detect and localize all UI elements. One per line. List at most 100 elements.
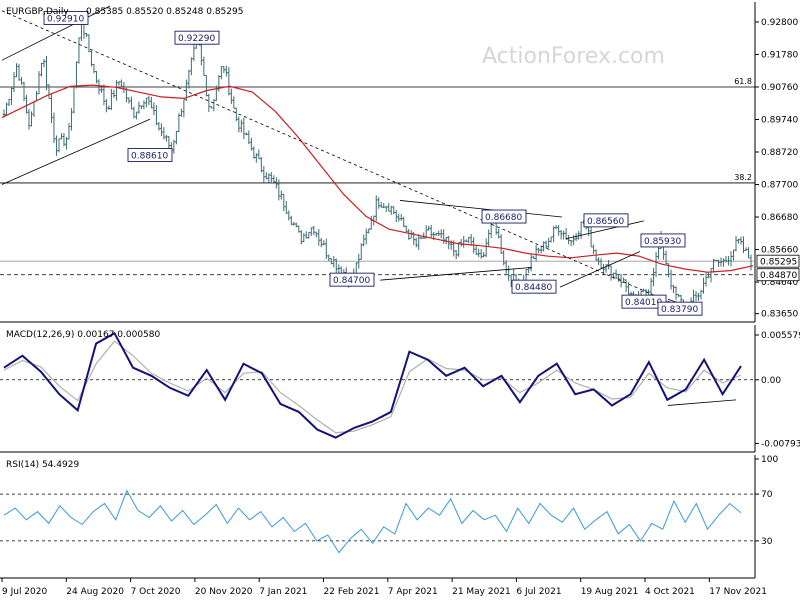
price-bar <box>230 88 233 105</box>
price-bar <box>120 79 123 88</box>
price-bar <box>307 232 311 239</box>
price-bar <box>67 123 71 140</box>
price-bar <box>574 233 578 242</box>
price-bar <box>544 240 548 249</box>
price-bar <box>729 251 733 267</box>
price-bar <box>252 146 256 159</box>
rsi-panel-title: RSI(14) 54.4929 <box>6 460 79 470</box>
price-bar <box>292 221 296 226</box>
price-bar <box>394 210 398 223</box>
price-bar <box>165 134 168 142</box>
price-bar <box>17 63 21 81</box>
price-bar <box>624 279 628 293</box>
price-bar <box>12 72 16 93</box>
price-bar <box>37 71 41 95</box>
price-bar <box>652 267 655 287</box>
y-tick-label: 0.00 <box>761 376 781 386</box>
price-bar <box>732 249 735 261</box>
price-bar <box>155 105 158 126</box>
price-bar <box>137 101 141 114</box>
price-bar <box>15 63 18 78</box>
price-bar <box>369 215 373 230</box>
price-bar <box>207 93 211 113</box>
trend-line <box>1 118 151 185</box>
price-bar <box>225 65 228 77</box>
price-bar <box>190 57 193 76</box>
y-tick-label: 0.90760 <box>761 83 798 93</box>
price-annotation-box <box>127 148 173 162</box>
price-bar <box>262 165 266 183</box>
price-bar <box>237 116 241 133</box>
macd-panel-title: MACD(12,26,9) 0.00167 0.000580 <box>6 330 161 340</box>
y-tick-label: 30 <box>761 537 773 547</box>
price-bar <box>367 228 371 234</box>
price-bar <box>312 225 316 236</box>
price-bar <box>724 255 728 263</box>
trend-line <box>1 5 111 61</box>
price-bar <box>132 106 136 119</box>
price-bar <box>447 235 451 250</box>
price-bar <box>377 197 381 209</box>
price-bar <box>744 247 748 251</box>
price-bar <box>25 95 28 114</box>
price-bar <box>150 96 153 109</box>
price-bar <box>107 105 111 110</box>
price-annotation-box <box>583 213 629 228</box>
price-bar <box>265 172 268 180</box>
price-bar <box>697 292 700 301</box>
price-bar <box>175 131 178 145</box>
price-bar <box>127 97 131 104</box>
price-annotation-label: 0.92910 <box>47 14 84 24</box>
price-bar <box>387 203 391 212</box>
price-bar <box>439 229 443 239</box>
price-bar <box>314 231 318 238</box>
price-bar <box>260 156 263 173</box>
price-bar <box>102 84 106 106</box>
price-bar <box>497 228 500 239</box>
level-price-label: 0.84870 <box>760 271 797 281</box>
price-bar <box>477 248 480 258</box>
price-bar <box>747 247 750 259</box>
price-bar <box>42 59 46 68</box>
price-bar <box>257 149 261 160</box>
price-bar <box>242 117 246 140</box>
price-annotation-box <box>481 209 527 224</box>
price-bar <box>10 86 13 106</box>
price-annotation-box <box>174 30 220 45</box>
price-bar <box>712 258 715 273</box>
price-bar <box>592 244 595 254</box>
price-bar <box>235 107 238 122</box>
x-tick-label: 7 Oct 2020 <box>131 587 181 597</box>
price-bar <box>734 236 738 252</box>
level-price-box <box>756 268 800 282</box>
price-bar <box>177 113 181 133</box>
price-bar <box>267 173 271 183</box>
price-bar <box>85 32 88 37</box>
price-annotation-label: 0.84010 <box>625 298 662 308</box>
price-annotation-label: 0.86560 <box>587 217 624 227</box>
price-annotation-box <box>640 233 686 248</box>
price-bar <box>434 232 438 236</box>
price-bar <box>280 190 283 200</box>
price-bar <box>255 153 258 163</box>
price-bar <box>327 254 331 262</box>
price-bar <box>704 272 708 287</box>
price-bar <box>55 135 58 156</box>
price-bar <box>379 201 383 208</box>
x-tick-label: 20 Nov 2020 <box>195 587 253 597</box>
price-annotation-label: 0.84480 <box>515 283 552 293</box>
x-tick-label: 4 Oct 2021 <box>645 587 695 597</box>
price-bar <box>130 96 133 110</box>
price-bar <box>297 225 301 233</box>
price-bar <box>457 241 460 257</box>
price-bar <box>172 139 176 154</box>
price-bar <box>444 236 448 245</box>
price-bar <box>419 236 423 239</box>
price-bar <box>145 97 148 108</box>
y-tick-label: 0.84640 <box>761 278 798 288</box>
price-bar <box>362 234 366 247</box>
price-bar <box>87 34 91 53</box>
price-bar <box>47 84 51 100</box>
price-bar <box>147 95 151 106</box>
price-bar <box>162 127 166 140</box>
